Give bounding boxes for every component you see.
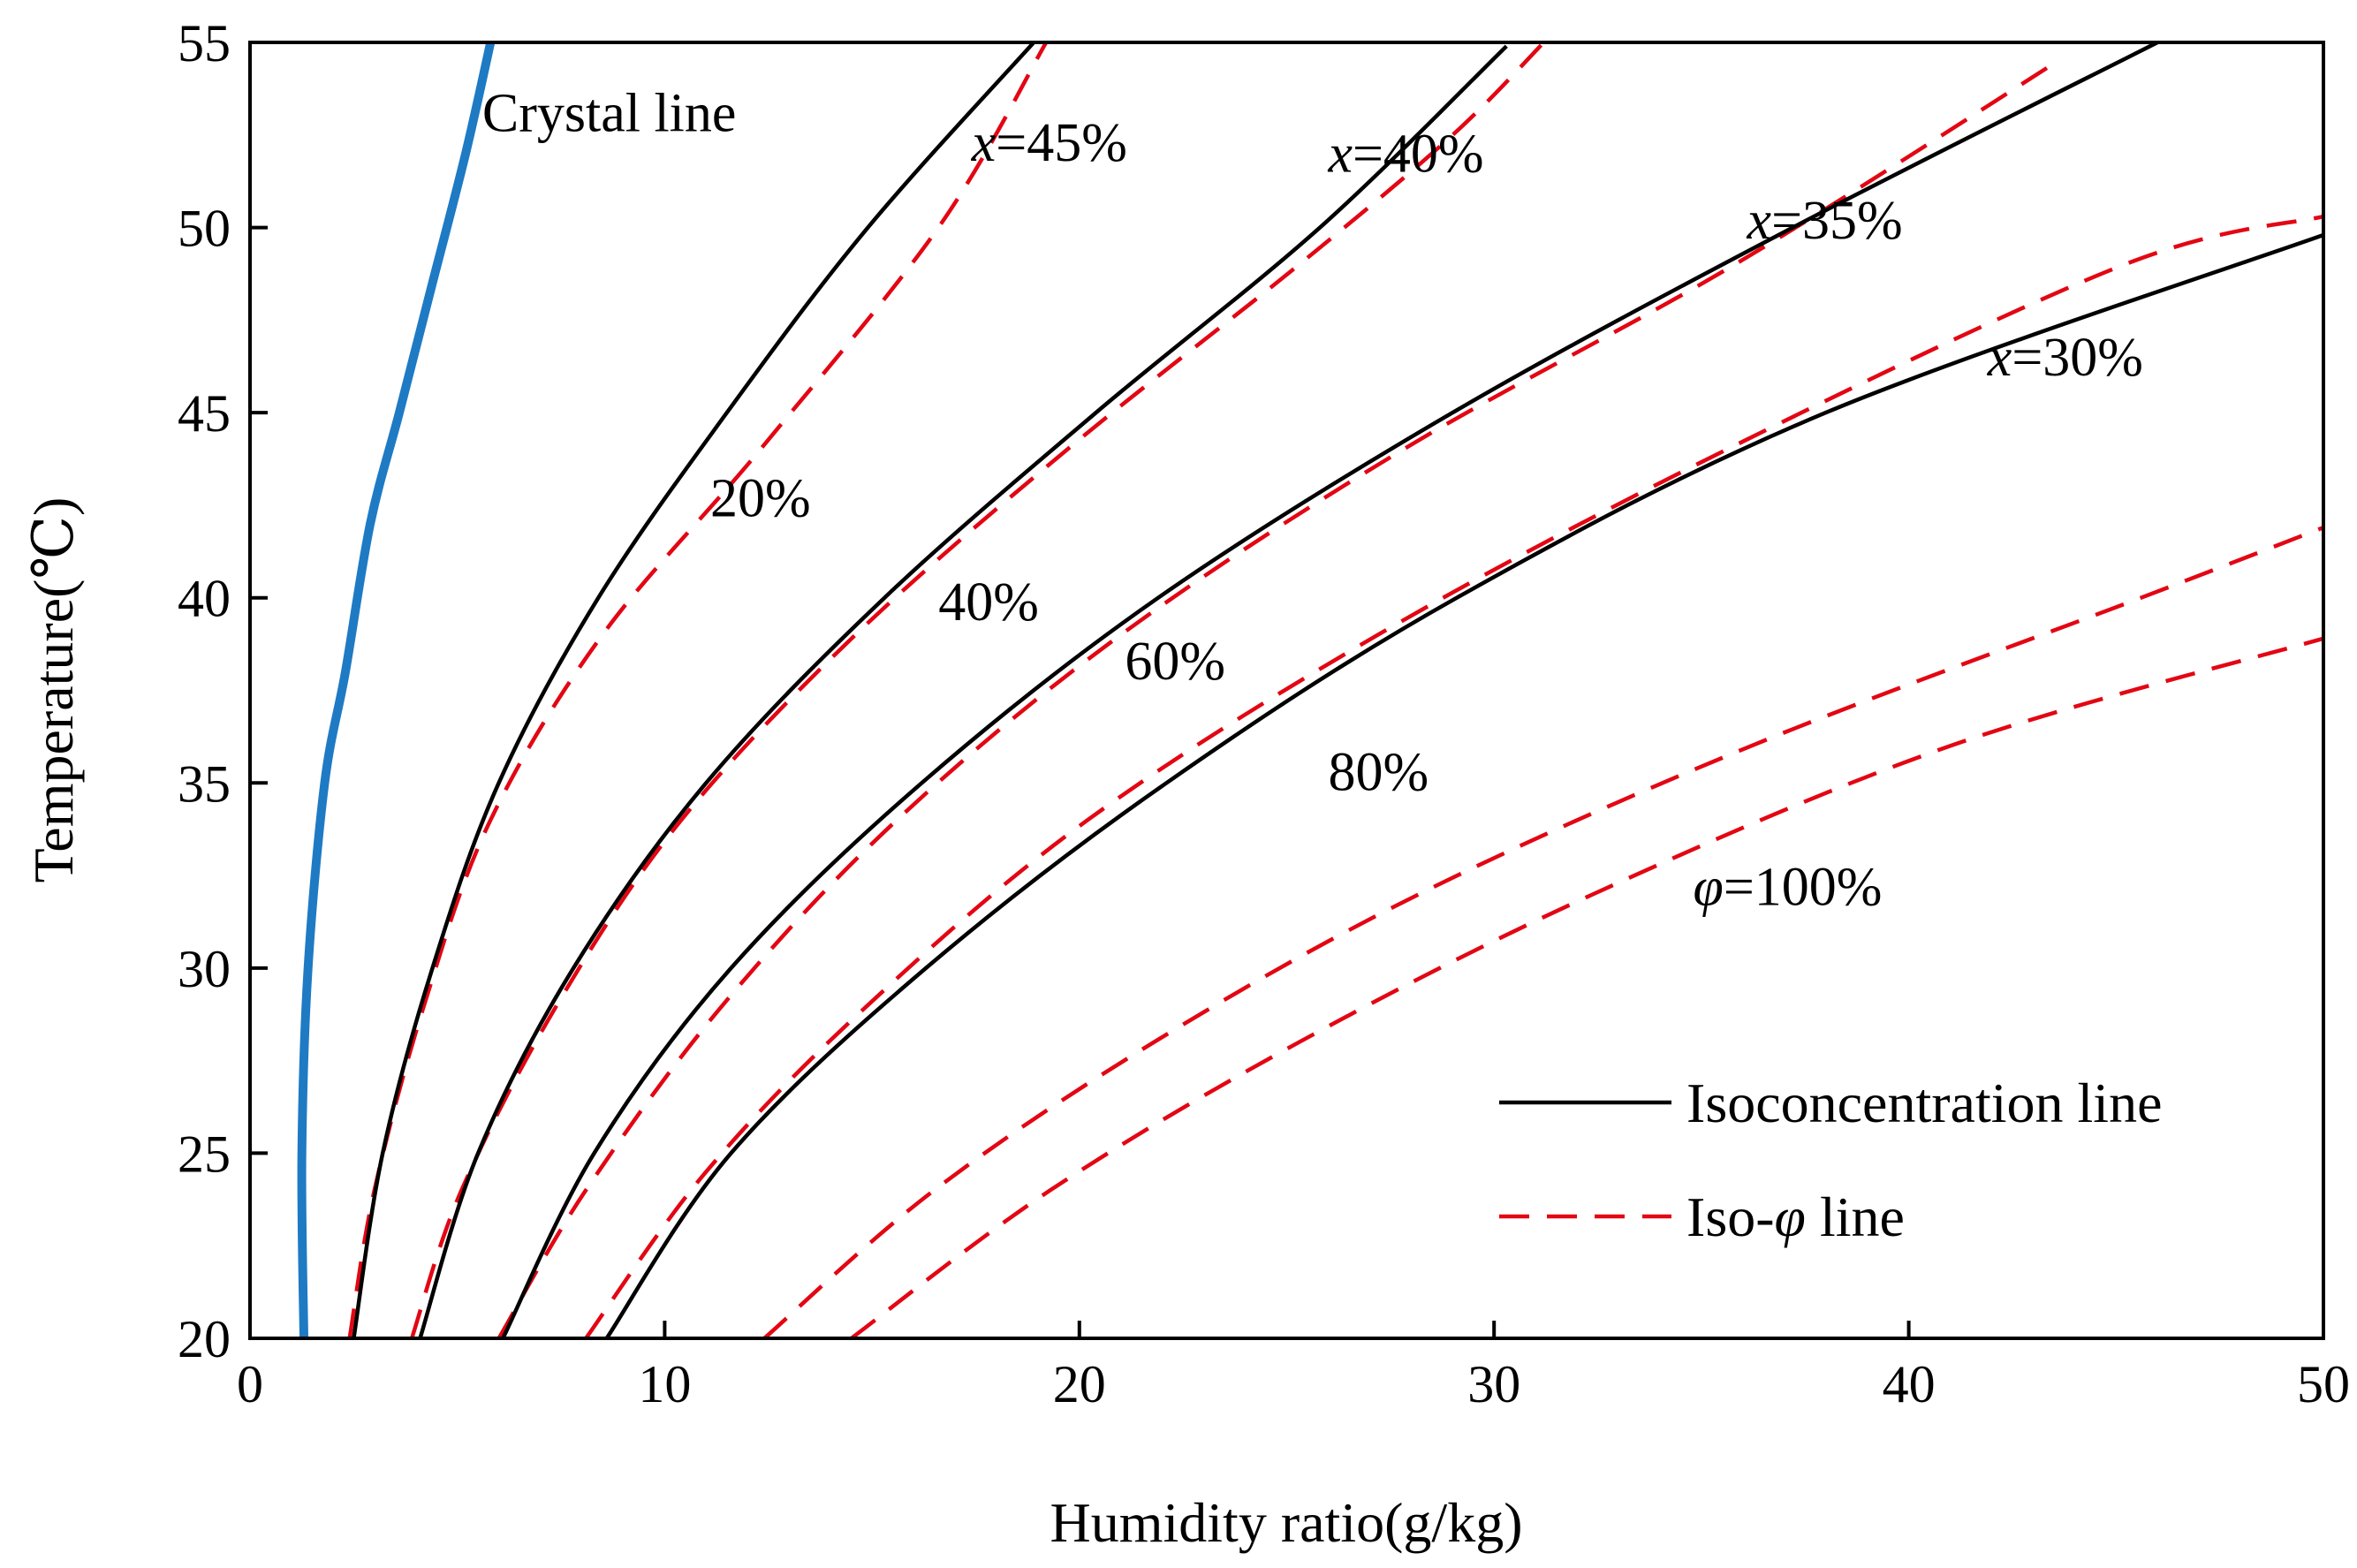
legend-label-symbol: φ — [1775, 1185, 1806, 1248]
iso-phi-line-2 — [409, 42, 1546, 1338]
isoconcentration-line-4 — [604, 232, 2323, 1338]
x-axis-title: Humidity ratio(g/kg) — [1050, 1491, 1522, 1554]
x-tick-label-20: 20 — [1053, 1355, 1106, 1413]
y-tick-label-50: 50 — [178, 200, 231, 258]
isoconcentration-line-1 — [352, 42, 1035, 1338]
legend-label-iso-phi: Iso-φ line — [1686, 1185, 1905, 1248]
curve-label-8: 60% — [1125, 632, 1225, 692]
curve-label-variable: x — [1747, 191, 1772, 251]
curve-label-value: =100% — [1724, 858, 1883, 918]
curve-label-value: =35% — [1771, 191, 1903, 251]
curve-label-2: x=45% — [971, 113, 1127, 173]
x-tick-label-0: 0 — [237, 1355, 263, 1413]
curve-label-variable: x — [1987, 328, 2012, 388]
y-tick-label-25: 25 — [178, 1125, 231, 1183]
x-tick-label-50: 50 — [2297, 1355, 2350, 1413]
curve-label-variable: x — [1327, 125, 1353, 185]
legend: Isoconcentration line Iso-φ line — [1499, 1072, 2162, 1248]
legend-label-isoconcentration: Isoconcentration line — [1686, 1072, 2162, 1134]
curve-label-layer: Crystal line x=45% x=40%x=35%x=30%20%40%60… — [482, 84, 2143, 918]
isoconcentration-line-2 — [418, 44, 1508, 1338]
curve-label-3: x=40% — [1327, 125, 1483, 185]
y-tick-label-20: 20 — [178, 1310, 231, 1368]
curve-label-5: x=30% — [1987, 328, 2143, 388]
curve-label-variable: x — [971, 113, 997, 173]
iso-phi-line-1 — [347, 42, 1049, 1338]
y-tick-label-55: 55 — [178, 14, 231, 72]
y-axis-title: Temperature(℃) — [22, 497, 85, 883]
curve-label-4: x=35% — [1747, 191, 1903, 251]
x-tick-label-30: 30 — [1467, 1355, 1520, 1413]
y-tick-label-45: 45 — [178, 384, 231, 443]
x-tick-label-40: 40 — [1883, 1355, 1936, 1413]
curve-label-9: 80% — [1328, 743, 1429, 803]
y-tick-label-30: 30 — [178, 940, 231, 998]
y-tick-label-40: 40 — [178, 570, 231, 628]
iso-phi-line-3 — [496, 59, 2059, 1338]
legend-label-prefix: Iso- — [1686, 1185, 1775, 1248]
curve-label-value: =40% — [1353, 125, 1484, 185]
curve-label-7: 40% — [938, 572, 1039, 633]
curve-label-10: φ=100% — [1694, 858, 1883, 918]
curve-label-1: Crystal line — [482, 84, 737, 144]
legend-label-suffix: line — [1806, 1185, 1905, 1248]
curve-layer — [297, 42, 2323, 1338]
iso-phi-line-4 — [584, 214, 2323, 1338]
curve-label-variable: φ — [1694, 858, 1724, 918]
tick-layer: 0 10 20 30 40 50 20 25 30 35 40 45 50 55 — [178, 14, 2350, 1413]
curve-label-value: =45% — [996, 113, 1127, 173]
iso-phi-line-5 — [762, 526, 2323, 1338]
curve-label-6: 20% — [710, 469, 811, 529]
plot-frame — [248, 41, 2325, 1340]
y-tick-label-35: 35 — [178, 754, 231, 813]
iso-phi-line-6 — [850, 636, 2323, 1338]
x-tick-label-10: 10 — [638, 1355, 691, 1413]
isoconcentration-line-3 — [501, 42, 2159, 1338]
curve-label-value: =30% — [2012, 328, 2143, 388]
crystal-line — [297, 42, 496, 1338]
